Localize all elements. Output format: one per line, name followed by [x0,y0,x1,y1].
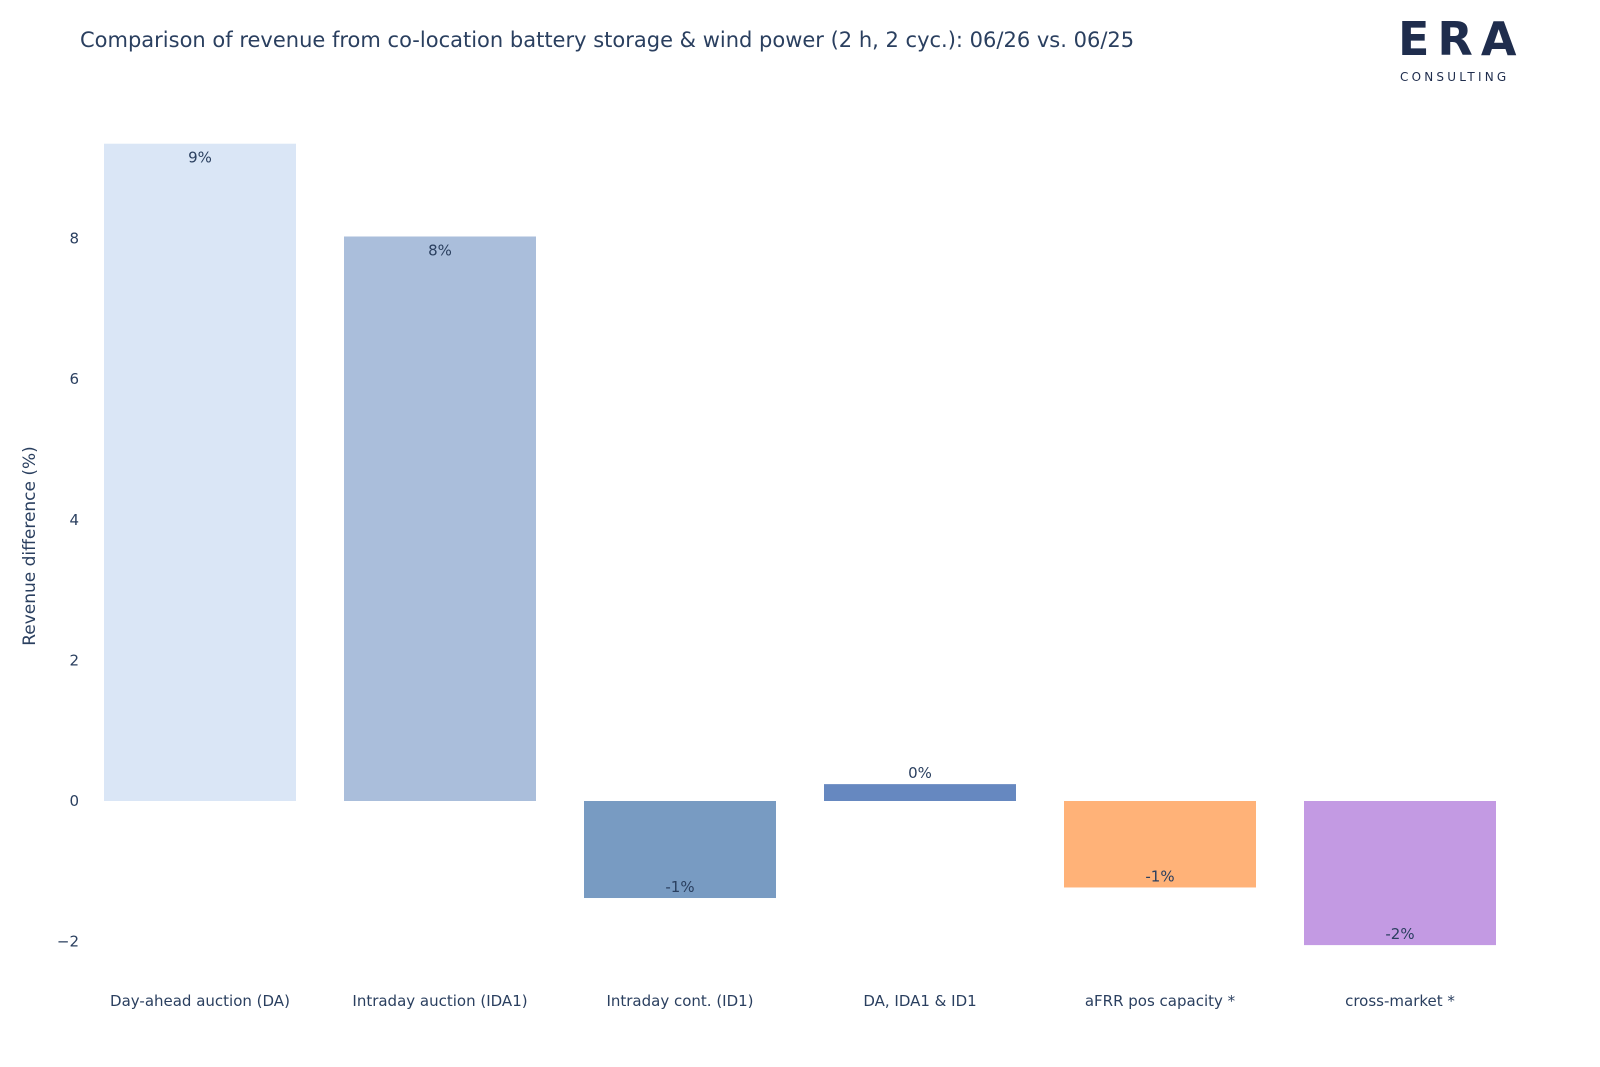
y-tick-label: 2 [69,651,79,669]
x-axis-ticks: Day-ahead auction (DA) Intraday auction (… [110,992,1455,1010]
bar-data-label: 9% [188,149,212,167]
y-tick-label: 6 [69,370,79,388]
x-tick-label: Day-ahead auction (DA) [110,992,290,1010]
x-tick-label: DA, IDA1 & ID1 [863,992,976,1010]
bar-data-label: 0% [908,764,932,782]
y-axis-title: Revenue difference (%) [20,446,40,646]
chart-title: Comparison of revenue from co-location b… [80,28,1135,52]
y-tick-label: −2 [57,933,79,951]
bar[interactable] [584,801,776,899]
bar[interactable] [1064,801,1256,888]
y-tick-label: 8 [69,230,79,248]
bar[interactable] [104,143,296,801]
y-axis-ticks: −2 0 2 4 6 8 [57,230,79,951]
bar-data-labels: 9% 8% -1% 0% -1% -2% [188,149,1415,943]
bar-data-label: 8% [428,241,452,259]
bar-data-label: -1% [1145,867,1174,885]
bar-data-label: -1% [665,878,694,896]
era-consulting-logo: ERA CONSULTING [1398,14,1528,86]
bars [104,143,1496,946]
bar[interactable] [344,236,536,802]
logo-subtitle: CONSULTING [1400,70,1510,84]
bar[interactable] [824,784,1016,801]
y-tick-label: 0 [69,792,79,810]
bar[interactable] [1304,801,1496,946]
logo-letters: ERA [1398,12,1525,66]
y-tick-label: 4 [69,511,79,529]
bar-data-label: -2% [1385,925,1414,943]
x-tick-label: cross-market * [1345,992,1455,1010]
x-tick-label: Intraday auction (IDA1) [352,992,527,1010]
x-tick-label: aFRR pos capacity * [1085,992,1236,1010]
x-tick-label: Intraday cont. (ID1) [606,992,753,1010]
